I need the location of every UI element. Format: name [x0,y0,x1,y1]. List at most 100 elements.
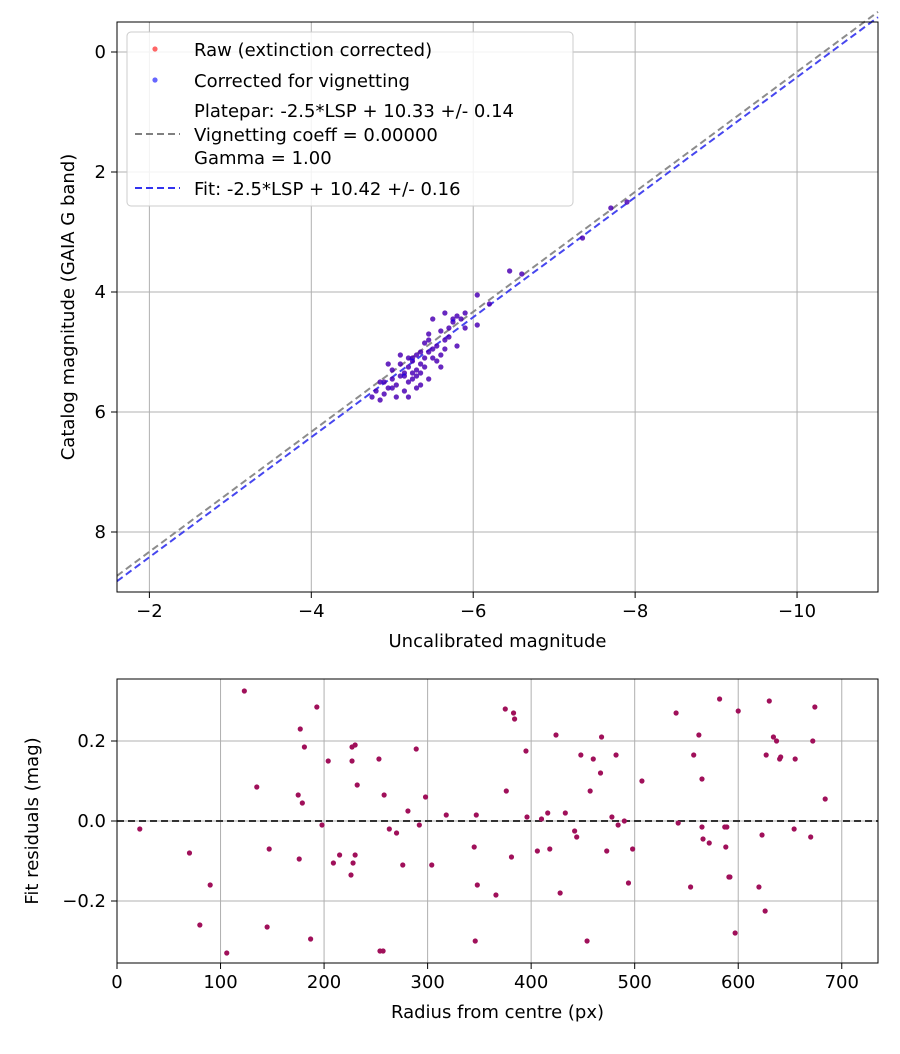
top-y-tick-label: 8 [95,522,106,543]
top-corrected-point [442,346,448,352]
bottom-residual-point [137,826,143,832]
bottom-residual-point [700,836,706,842]
top-corrected-point [417,370,424,376]
legend-corrected-label: Corrected for vignetting [194,71,410,92]
top-x-ticks: −2 −4 −6 −8 −10 [136,592,816,622]
bottom-residual-point [613,752,619,758]
top-corrected-point [438,328,444,334]
bottom-residual-point [348,872,354,878]
top-corrected-point [426,376,432,382]
bottom-residual-point [716,696,723,702]
bottom-residual-point [400,862,406,868]
top-corrected-point [434,343,440,349]
top-corrected-point [422,340,428,346]
bottom-residual-point [524,814,530,820]
bottom-residual-point [523,748,529,754]
bottom-residual-point [763,752,769,758]
top-corrected-point [458,316,464,322]
bottom-residual-point [547,846,553,852]
bottom-residual-point [808,834,814,840]
top-corrected-point [454,313,460,319]
bottom-residual-point [822,796,828,802]
top-corrected-point [381,391,387,397]
bottom-residual-point [625,880,632,886]
bottom-residual-point [735,708,741,714]
top-corrected-point [413,367,420,373]
bottom-residual-point [727,874,733,880]
bottom-residual-point [472,938,478,944]
legend-raw-label: Raw (extinction corrected) [194,40,432,61]
bottom-residual-point [503,788,509,794]
bottom-residual-point [792,756,798,762]
top-corrected-point [397,361,403,367]
top-corrected-point [397,352,403,358]
bottom-residual-point [264,924,270,930]
bottom-residual-point [759,832,765,838]
top-corrected-point [426,349,432,355]
top-x-tick-label: −10 [778,601,816,622]
bottom-residual-point [557,890,563,896]
legend: Raw (extinction corrected) Corrected for… [126,31,574,207]
bottom-residual-point [416,822,422,828]
top-corrected-point [507,268,513,274]
bottom-residual-point [812,704,818,710]
top-corrected-point [422,355,428,361]
top-corrected-point [430,346,436,352]
bottom-residual-point [493,892,499,898]
bottom-residual-point [337,852,343,858]
bottom-residual-point [393,830,400,836]
top-corrected-point [474,322,480,328]
bottom-residual-point [756,884,762,890]
top-x-tick-label: −8 [622,601,649,622]
bottom-residual-point [770,734,777,740]
bottom-residual-point [350,860,356,866]
bottom-residual-point [405,808,411,814]
top-corrected-point [389,367,395,373]
legend-fit-label: Fit: -2.5*LSP + 10.42 +/- 0.16 [194,179,461,200]
top-corrected-point [450,319,456,325]
bottom-residual-point [325,758,331,764]
bottom-residual-point [296,856,302,862]
top-corrected-point [413,385,420,391]
bottom-x-tick-label: 700 [825,972,859,993]
top-corrected-point [409,355,416,361]
top-x-axis-label: Uncalibrated magnitude [388,631,606,652]
bottom-residual-point [197,922,203,928]
bottom-residual-point [352,852,358,858]
top-corrected-point [426,337,432,343]
top-corrected-point [430,355,436,361]
bottom-residual-point [630,846,636,852]
bottom-residual-point [354,782,360,788]
bottom-residual-point [422,794,429,800]
bottom-residual-point [429,862,435,868]
top-corrected-point [405,364,412,370]
bottom-residual-point [578,752,584,758]
top-x-tick-label: −4 [298,601,325,622]
legend-corrected-marker [152,77,158,83]
bottom-residual-point [574,834,580,840]
bottom-residual-point [207,882,213,888]
bottom-residual-point [308,936,314,942]
top-corrected-point [413,352,420,358]
top-chart: −2 −4 −6 −8 −10 0 2 4 6 8 Uncalibrated magnitude… [58,10,879,652]
top-corrected-point [462,325,468,331]
bottom-residual-point [590,756,596,762]
top-corrected-point [417,349,424,355]
bottom-residual-point [224,950,230,956]
bottom-residual-point [330,860,336,866]
bottom-residual-point [706,840,712,846]
top-corrected-point [377,397,383,403]
bottom-residual-point [314,704,320,710]
top-corrected-point [430,316,436,322]
bottom-residual-point [766,698,772,704]
bottom-residual-point [598,734,605,740]
bottom-y-tick-label: 0.0 [77,811,106,832]
top-corrected-point [381,379,387,385]
bottom-residual-point [502,706,508,712]
legend-platepar-label: Platepar: -2.5*LSP + 10.33 +/- 0.14 [194,101,514,122]
top-corrected-point [405,379,412,385]
bottom-x-ticks: 0 100 200 300 400 500 600 700 [111,963,859,993]
top-corrected-point [434,358,440,364]
bottom-residual-point [381,792,387,798]
